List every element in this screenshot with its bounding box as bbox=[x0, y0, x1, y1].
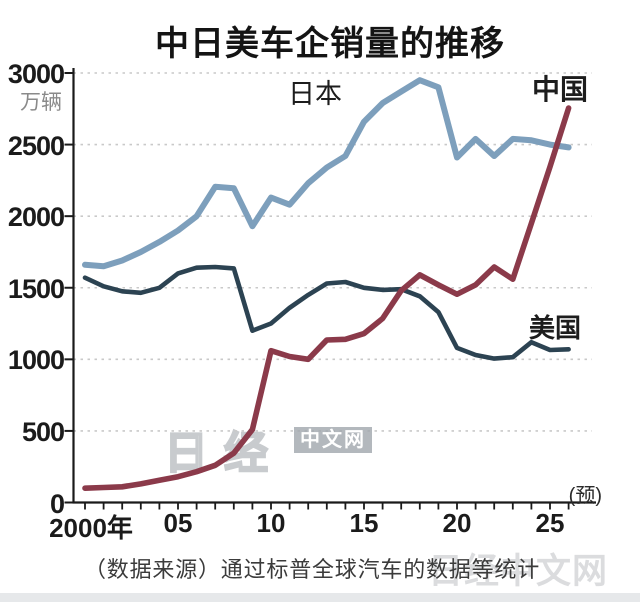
x-tick-label: 25 bbox=[535, 508, 565, 538]
y-axis-unit: 万辆 bbox=[20, 91, 62, 114]
forecast-note: (预) bbox=[568, 485, 602, 507]
series-label-japan: 日本 bbox=[288, 79, 342, 109]
x-tick-label: 2000年 bbox=[49, 513, 133, 543]
source-caption: （数据来源）通过标普全球汽车的数据等统计 bbox=[84, 557, 541, 582]
x-tick-label: 10 bbox=[256, 508, 286, 538]
x-tick-label: 15 bbox=[349, 508, 379, 538]
x-tick-label: 05 bbox=[163, 508, 193, 538]
series-label-us: 美国 bbox=[529, 313, 582, 343]
y-tick-label: 2500 bbox=[7, 130, 65, 161]
y-tick-label: 3000 bbox=[7, 59, 65, 89]
y-tick-label: 500 bbox=[21, 416, 65, 447]
x-tick-label: 20 bbox=[442, 508, 472, 538]
watermark-caption-overlay: 日经中文网 bbox=[428, 552, 609, 591]
y-tick-label: 2000 bbox=[7, 202, 65, 233]
y-tick-label: 1500 bbox=[7, 273, 65, 304]
watermark-outline-text: 日经 bbox=[163, 428, 284, 479]
watermark-box: 中文网 bbox=[294, 427, 372, 453]
series-label-china: 中国 bbox=[532, 74, 589, 105]
bottom-strip bbox=[0, 593, 640, 602]
series-line-日本 bbox=[82, 77, 572, 270]
y-tick-label: 0 bbox=[49, 488, 65, 519]
y-tick-label: 1000 bbox=[7, 345, 65, 376]
series-line-美国 bbox=[82, 264, 571, 361]
series-line-中国 bbox=[82, 105, 572, 492]
chart-title: 中日美车企销量的推移 bbox=[155, 25, 505, 63]
